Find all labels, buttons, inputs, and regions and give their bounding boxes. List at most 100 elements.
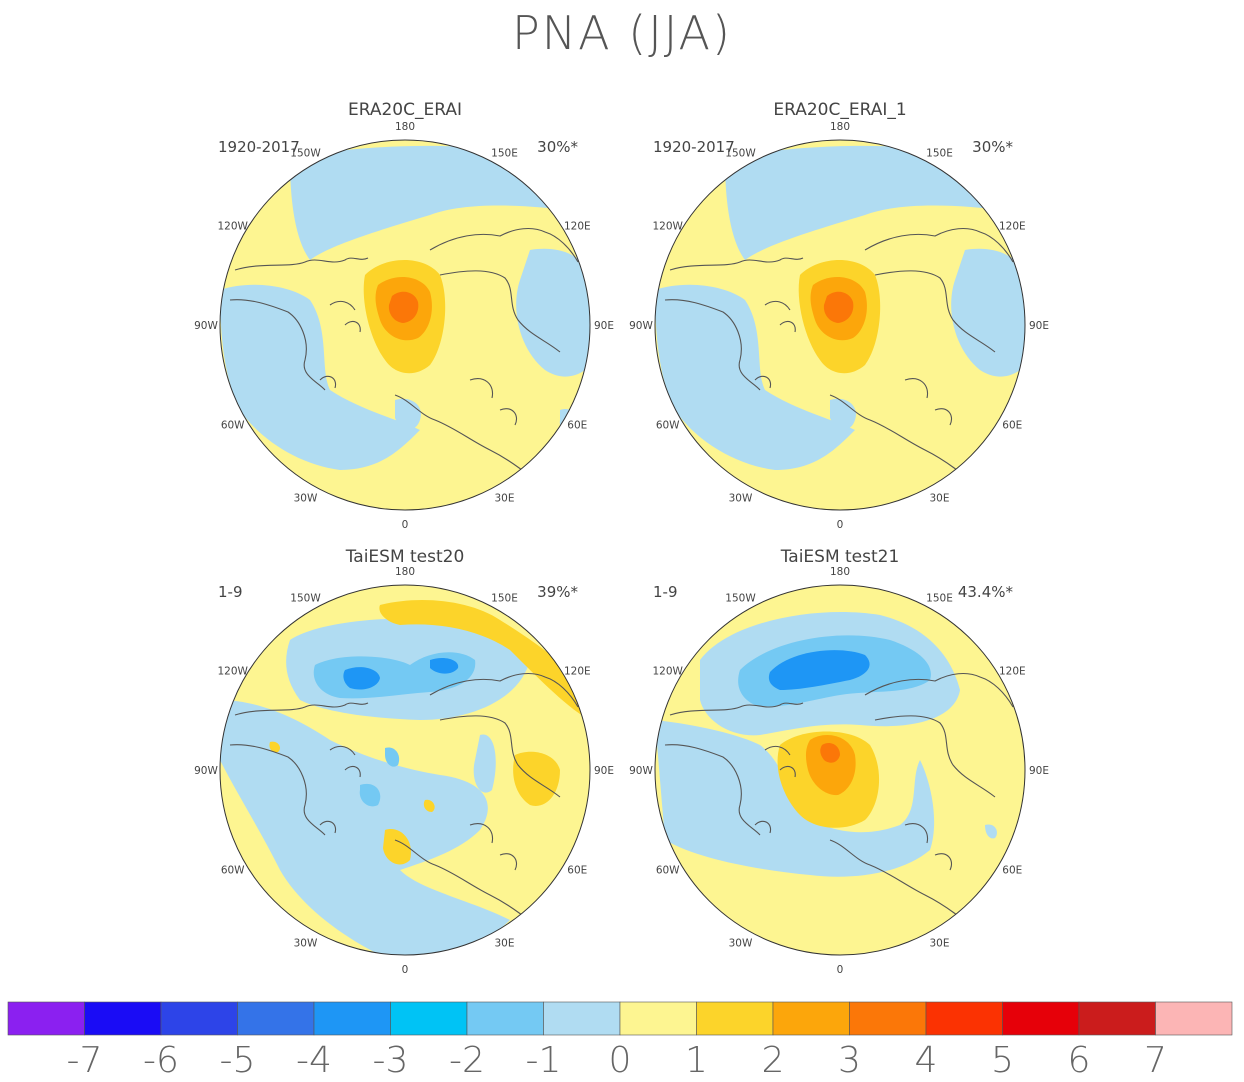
longitude-label: 60W [656, 865, 680, 877]
longitude-label: 90E [1029, 765, 1049, 777]
colorbar-swatch [313, 1001, 391, 1036]
colorbar-swatch [7, 1001, 85, 1036]
map-panel-2: ERA20C_ERAI_1 1920-2017 30%* [653, 100, 1026, 511]
longitude-label: 0 [837, 519, 844, 531]
longitude-label: 30E [495, 492, 515, 504]
colorbar-label: -4 [296, 1040, 332, 1080]
longitude-label: 180 [395, 121, 415, 133]
colorbar-swatch [1155, 1001, 1233, 1036]
longitude-label: 90W [194, 320, 218, 332]
colorbar-swatch [925, 1001, 1003, 1036]
panel-title: ERA20C_ERAI [348, 100, 462, 120]
longitude-label: 60W [221, 865, 245, 877]
colorbar-label: 4 [915, 1040, 938, 1080]
longitude-label: 150W [290, 593, 321, 605]
longitude-label: 90E [1029, 320, 1049, 332]
coastlines [229, 227, 579, 491]
longitude-label: 90E [594, 765, 614, 777]
panel-title: TaiESM test20 [345, 547, 465, 567]
longitude-label: 120E [564, 221, 591, 233]
colorbar-swatch [696, 1001, 774, 1036]
longitude-label: 90W [629, 320, 653, 332]
longitude-label: 30W [729, 937, 753, 949]
colorbar-swatch [237, 1001, 315, 1036]
longitude-label: 60E [1002, 420, 1022, 432]
colorbar-label: 3 [838, 1040, 861, 1080]
map-panel-1: ERA20C_ERAI 1920-2017 30%* [218, 100, 591, 511]
longitude-label: 60E [567, 420, 587, 432]
longitude-label: 30E [495, 937, 515, 949]
longitude-label: 60W [656, 420, 680, 432]
panel-variance: 43.4%* [958, 583, 1014, 601]
longitude-label: 120E [564, 666, 591, 678]
longitude-label: 60E [567, 865, 587, 877]
panel-period: 1-9 [653, 583, 678, 601]
longitude-label: 120W [217, 666, 248, 678]
longitude-label: 150W [290, 148, 321, 160]
map-boundary [219, 584, 591, 956]
panel-title: ERA20C_ERAI_1 [773, 100, 906, 120]
anomaly-field [220, 585, 590, 955]
longitude-label: 120W [652, 221, 683, 233]
colorbar-label: 6 [1068, 1040, 1091, 1080]
longitude-labels: 180 150E 120E 90E 60E 30E 0 30W 60W 90W 120W 150W 18… [194, 121, 1049, 976]
longitude-label: 90W [629, 765, 653, 777]
panel-variance: 30%* [972, 138, 1013, 156]
panel-period: 1-9 [218, 583, 243, 601]
colorbar-swatch [390, 1001, 468, 1036]
longitude-label: 180 [395, 566, 415, 578]
longitude-label: 30E [930, 492, 950, 504]
longitude-label: 30W [294, 937, 318, 949]
colorbar: -7 -6 -5 -4 -3 -2 -1 0 1 2 3 4 5 6 7 [7, 1001, 1233, 1080]
longitude-label: 30E [930, 937, 950, 949]
anomaly-field [655, 140, 1025, 510]
colorbar-swatch [1078, 1001, 1156, 1036]
colorbar-label: 5 [991, 1040, 1014, 1080]
colorbar-swatch [849, 1001, 927, 1036]
anomaly-field [655, 585, 1025, 955]
colorbar-swatch [772, 1001, 850, 1036]
anomaly-field [220, 140, 590, 510]
panel-variance: 39%* [537, 583, 578, 601]
colorbar-swatch [1002, 1001, 1080, 1036]
map-boundary [654, 584, 1026, 956]
longitude-label: 150W [725, 593, 756, 605]
colorbar-swatch [466, 1001, 544, 1036]
colorbar-label: -3 [373, 1040, 409, 1080]
longitude-label: 60E [1002, 865, 1022, 877]
panel-variance: 30%* [537, 138, 578, 156]
longitude-label: 0 [402, 519, 409, 531]
map-panel-4: TaiESM test21 1-9 43.4%* [653, 547, 1026, 956]
longitude-label: 90W [194, 765, 218, 777]
map-boundary [654, 139, 1026, 511]
longitude-label: 90E [594, 320, 614, 332]
longitude-label: 120E [999, 221, 1026, 233]
colorbar-swatch [84, 1001, 162, 1036]
colorbar-swatch [619, 1001, 697, 1036]
longitude-label: 30W [294, 492, 318, 504]
map-boundary [219, 139, 591, 511]
colorbar-label: 0 [609, 1040, 632, 1080]
longitude-label: 150W [725, 148, 756, 160]
colorbar-swatch [543, 1001, 621, 1036]
longitude-label: 180 [830, 566, 850, 578]
colorbar-label: -7 [67, 1040, 103, 1080]
panel-period: 1920-2017 [218, 138, 300, 156]
longitude-label: 120W [652, 666, 683, 678]
colorbar-label: 2 [762, 1040, 785, 1080]
colorbar-swatch [160, 1001, 238, 1036]
map-panel-3: TaiESM test20 1-9 39%* [218, 547, 591, 956]
longitude-label: 150E [926, 593, 953, 605]
colorbar-label: 1 [685, 1040, 708, 1080]
panel-period: 1920-2017 [653, 138, 735, 156]
map-panels: ERA20C_ERAI 1920-2017 30%* ERA20C_ERAI_1 [194, 100, 1049, 976]
longitude-label: 150E [491, 593, 518, 605]
colorbar-label: -5 [220, 1040, 256, 1080]
colorbar-label: -6 [143, 1040, 179, 1080]
longitude-label: 120W [217, 221, 248, 233]
colorbar-label: -1 [526, 1040, 562, 1080]
longitude-label: 0 [402, 964, 409, 976]
longitude-label: 120E [999, 666, 1026, 678]
longitude-label: 30W [729, 492, 753, 504]
colorbar-label: -2 [449, 1040, 485, 1080]
